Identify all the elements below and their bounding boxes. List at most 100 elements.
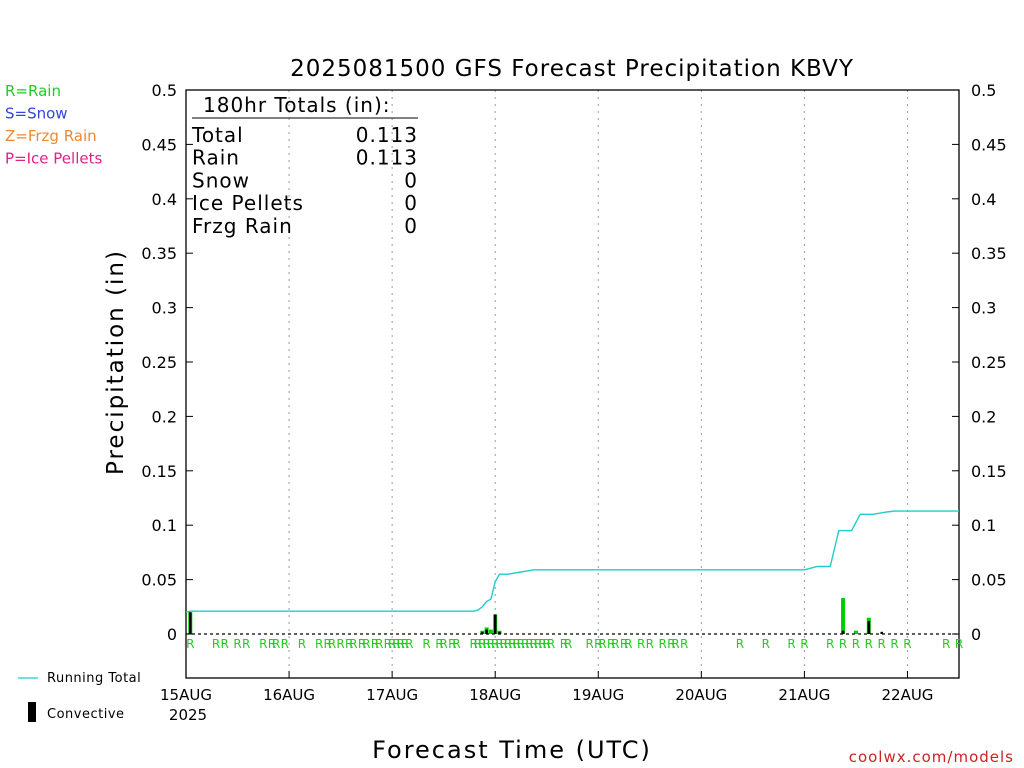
y-tick-label-left: 0.45	[141, 135, 177, 154]
rain-type-marker: R	[517, 637, 525, 651]
rain-type-marker: R	[534, 637, 542, 651]
rain-type-marker: R	[611, 637, 619, 651]
rain-type-marker: R	[315, 637, 323, 651]
rain-type-marker: R	[865, 637, 873, 651]
rain-type-marker: R	[439, 637, 447, 651]
rain-type-marker: R	[448, 637, 456, 651]
y-tick-label-right: 0.2	[971, 407, 996, 426]
convective-bar	[867, 620, 871, 634]
rain-type-marker: R	[268, 637, 276, 651]
precip-type-legend-item: P=Ice Pellets	[5, 150, 102, 168]
rain-type-marker: R	[478, 637, 486, 651]
y-tick-label-left: 0.2	[152, 407, 177, 426]
rain-type-marker: R	[281, 637, 289, 651]
rain-type-marker: R	[538, 637, 546, 651]
y-tick-label-left: 0	[167, 625, 177, 644]
x-axis-label: Forecast Time (UTC)	[372, 736, 652, 764]
rain-type-marker: R	[405, 637, 413, 651]
rain-bar	[488, 629, 493, 634]
x-tick-label: 15AUG	[160, 686, 212, 704]
rain-type-marker: R	[607, 637, 615, 651]
rain-type-marker: R	[667, 637, 675, 651]
chart-title: 2025081500 GFS Forecast Precipitation KB…	[290, 56, 854, 82]
rain-type-marker: R	[508, 637, 516, 651]
rain-type-marker: R	[564, 637, 572, 651]
rain-type-marker: R	[878, 637, 886, 651]
y-tick-label-right: 0.1	[971, 516, 996, 535]
rain-type-marker: R	[594, 637, 602, 651]
convective-bar	[485, 629, 488, 634]
y-axis-left: 0 0.05 0.1 0.15 0.2 0.25 0.3 0.35 0.4 0.45 0.5	[141, 81, 193, 644]
rain-type-marker: R	[298, 637, 306, 651]
rain-type-marker: R	[388, 637, 396, 651]
rain-type-marker: R	[624, 637, 632, 651]
x-tick-label: 21AUG	[778, 686, 830, 704]
rain-type-marker: R	[598, 637, 606, 651]
y-tick-label-left: 0.05	[141, 571, 177, 590]
precip-type-legend-item: R=Rain	[5, 82, 61, 100]
rain-type-marker: R	[500, 637, 508, 651]
x-axis: 15AUG 2025 16AUG 17AUG 18AUG 19AUG 20AUG 21AUG 2…	[160, 671, 933, 724]
rain-type-marker: R	[736, 637, 744, 651]
y-tick-label-right: 0.25	[971, 353, 1007, 372]
rain-type-marker: R	[852, 637, 860, 651]
totals-row-value: 0	[404, 214, 418, 238]
precip-type-legend-item: Z=Frzg Rain	[5, 127, 97, 145]
rain-type-marker: R	[680, 637, 688, 651]
totals-row-label: Ice Pellets	[192, 191, 304, 215]
rain-type-marker: R	[470, 637, 478, 651]
y-tick-label-right: 0.15	[971, 462, 1007, 481]
rain-type-marker: R	[220, 637, 228, 651]
rain-type-marker: R	[620, 637, 628, 651]
rain-type-marker: R	[452, 637, 460, 651]
rain-type-marker: R	[942, 637, 950, 651]
convective-legend-label: Convective	[47, 707, 125, 722]
rain-type-marker: R	[525, 637, 533, 651]
rain-type-marker: R	[392, 637, 400, 651]
totals-row-value: 0.113	[356, 123, 418, 147]
convective-bar	[189, 612, 192, 634]
rain-type-marker: R	[324, 637, 332, 651]
axes	[185, 89, 960, 679]
running-total-line-group	[185, 510, 959, 613]
running-total-legend-label: Running Total	[47, 671, 141, 686]
totals-rows: Total 0.113 Rain 0.113 Snow 0 Ice Pellets 0 Frzg…	[191, 123, 418, 238]
y-tick-label-left: 0.5	[152, 81, 177, 100]
series-legend: Running Total Convective	[18, 671, 141, 722]
precip-type-legend-item: S=Snow	[5, 105, 68, 123]
totals-row-value: 0	[404, 168, 418, 192]
rain-type-marker: R	[800, 637, 808, 651]
rain-type-marker: R	[422, 637, 430, 651]
rain-type-marker: R	[530, 637, 538, 651]
rain-type-marker: R	[259, 637, 267, 651]
convective-bar	[498, 631, 501, 634]
rain-type-marker: R	[474, 637, 482, 651]
rain-type-marker: R	[242, 637, 250, 651]
y-tick-label-right: 0.4	[971, 190, 996, 209]
rain-type-marker: R	[826, 637, 834, 651]
rain-type-marker: R	[839, 637, 847, 651]
rain-type-marker: R	[401, 637, 409, 651]
rain-type-marker: R	[345, 637, 353, 651]
rain-type-marker: R	[336, 637, 344, 651]
rain-type-marker: R	[272, 637, 280, 651]
rain-bar	[841, 598, 846, 634]
rain-type-marker: R	[358, 637, 366, 651]
totals-row-value: 0	[404, 191, 418, 215]
rain-type-marker: R	[212, 637, 220, 651]
rain-bar	[853, 630, 858, 634]
x-tick-label: 22AUG	[881, 686, 933, 704]
convective-bar	[493, 614, 497, 634]
rain-type-marker: R	[362, 637, 370, 651]
rain-type-marker: R	[328, 637, 336, 651]
totals-row-label: Rain	[192, 146, 240, 170]
rain-type-marker: R	[504, 637, 512, 651]
totals-row-value: 0.113	[356, 146, 418, 170]
y-axis-right: 0 0.05 0.1 0.15 0.2 0.25 0.3 0.35 0.4 0.45 0.5	[952, 81, 1007, 644]
rain-type-marker: R	[384, 637, 392, 651]
y-tick-label-right: 0	[971, 625, 981, 644]
rain-type-marker: R	[495, 637, 503, 651]
x-tick-label: 20AUG	[675, 686, 727, 704]
convective-legend-swatch	[28, 702, 36, 722]
